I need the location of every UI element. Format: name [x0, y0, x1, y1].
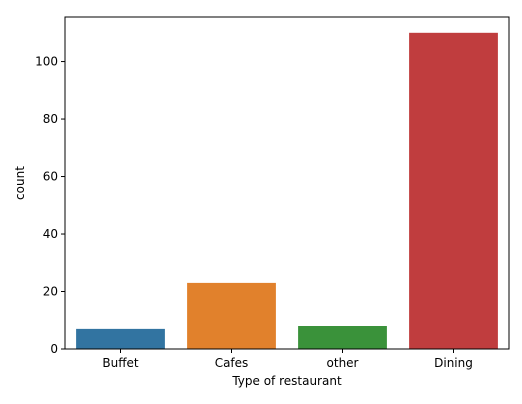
- bar-dining: [409, 32, 498, 350]
- x-axis-label: Type of restaurant: [231, 374, 342, 388]
- y-tick-label: 20: [43, 285, 58, 299]
- x-tick-label: Cafes: [215, 356, 249, 370]
- axes-layer: [64, 16, 510, 350]
- y-tick-label: 40: [43, 227, 58, 241]
- x-tick-label: Buffet: [102, 356, 138, 370]
- y-tick-label: 60: [43, 170, 58, 184]
- ticks-layer: 0 20 40 60 80 100 Buffet Cafes other Dining: [35, 55, 473, 370]
- bar-cafes: [187, 282, 276, 349]
- y-tick-label: 80: [43, 112, 58, 126]
- y-tick-label: 0: [50, 342, 58, 356]
- x-tick-label: other: [327, 356, 359, 370]
- plot-frame: [64, 16, 510, 350]
- bar-buffet: [76, 328, 165, 349]
- x-tick-label: Dining: [434, 356, 473, 370]
- bars-layer: [76, 32, 498, 350]
- bar-other: [298, 326, 387, 349]
- y-axis-label: count: [13, 166, 27, 200]
- y-tick-label: 100: [35, 55, 58, 69]
